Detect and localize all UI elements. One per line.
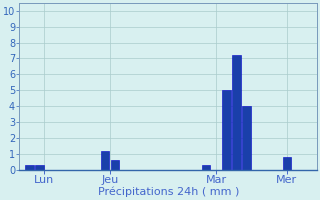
Bar (242, 106, 251, 170)
Bar (283, 157, 291, 170)
Bar (202, 165, 210, 170)
Bar (101, 151, 109, 170)
Bar (25, 165, 34, 170)
Bar (35, 165, 44, 170)
X-axis label: Précipitations 24h ( mm ): Précipitations 24h ( mm ) (98, 187, 239, 197)
Bar (111, 160, 119, 170)
Bar (232, 55, 241, 170)
Bar (222, 90, 231, 170)
